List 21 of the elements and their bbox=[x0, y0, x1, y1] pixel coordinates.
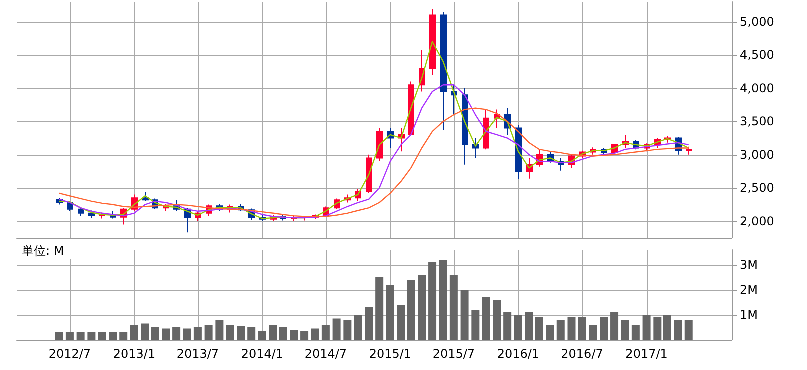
x-tick-label: 2015/7 bbox=[432, 347, 476, 361]
x-tick-label: 2017/1 bbox=[626, 347, 668, 361]
y-tick-label: 3,500 bbox=[740, 114, 774, 129]
y-tick-label: 3,000 bbox=[740, 148, 774, 162]
x-tick-label: 2014/1 bbox=[241, 347, 284, 361]
y-tick-label: 2M bbox=[740, 283, 758, 297]
y-tick-label: 1M bbox=[740, 308, 758, 322]
x-tick-label: 2013/1 bbox=[113, 347, 156, 361]
y-tick-label: 2,500 bbox=[740, 181, 774, 196]
x-tick-label: 2016/1 bbox=[497, 347, 540, 361]
annotation: 単位: M bbox=[22, 244, 64, 258]
x-tick-label: 2013/7 bbox=[176, 347, 220, 361]
y-tick-label: 3M bbox=[740, 258, 758, 272]
x-tick-label: 2015/1 bbox=[369, 347, 412, 361]
y-tick-label: 2,000 bbox=[740, 214, 774, 228]
x-tick-label: 2012/7 bbox=[48, 347, 92, 361]
y-tick-label: 4,000 bbox=[740, 81, 774, 96]
x-tick-label: 2016/7 bbox=[561, 347, 604, 361]
y-tick-label: 5,000 bbox=[740, 14, 774, 29]
y-tick-label: 4,500 bbox=[740, 48, 774, 62]
x-tick-label: 2014/7 bbox=[304, 347, 348, 361]
